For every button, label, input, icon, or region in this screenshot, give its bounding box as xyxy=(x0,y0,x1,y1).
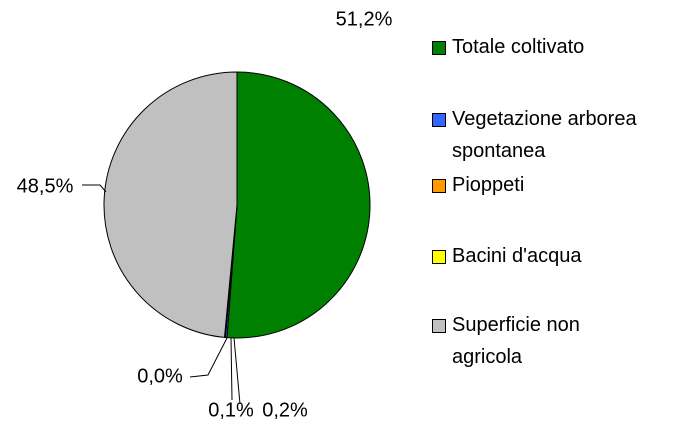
legend-swatch xyxy=(432,179,446,193)
data-label: 0,2% xyxy=(262,399,308,421)
pie-slice xyxy=(226,71,371,339)
legend-item: Superficie non agricola xyxy=(428,309,652,373)
data-label: 0,1% xyxy=(208,399,254,421)
data-label: 48,5% xyxy=(17,175,74,197)
legend-swatch xyxy=(432,41,446,55)
legend-label: Pioppeti xyxy=(452,174,525,196)
pie-slice xyxy=(103,71,238,338)
legend-label: Bacini d'acqua xyxy=(452,245,582,267)
legend-label: Superficie non agricola xyxy=(452,314,580,368)
leader-line xyxy=(233,337,241,405)
data-label: 51,2% xyxy=(336,8,393,30)
legend-item: Bacini d'acqua xyxy=(428,240,652,272)
legend-swatch xyxy=(432,319,446,333)
legend-item: Totale coltivato xyxy=(428,31,652,63)
legend-label: Vegetazione arborea spontanea xyxy=(452,108,637,162)
leader-line xyxy=(82,184,107,193)
legend-swatch xyxy=(432,113,446,127)
legend-item: Pioppeti xyxy=(428,169,652,201)
data-label: 0,0% xyxy=(137,365,183,387)
legend-label: Totale coltivato xyxy=(452,36,585,58)
leader-line xyxy=(189,337,228,378)
legend-swatch xyxy=(432,250,446,264)
legend-item: Vegetazione arborea spontanea xyxy=(428,103,652,167)
leader-line xyxy=(230,337,233,401)
